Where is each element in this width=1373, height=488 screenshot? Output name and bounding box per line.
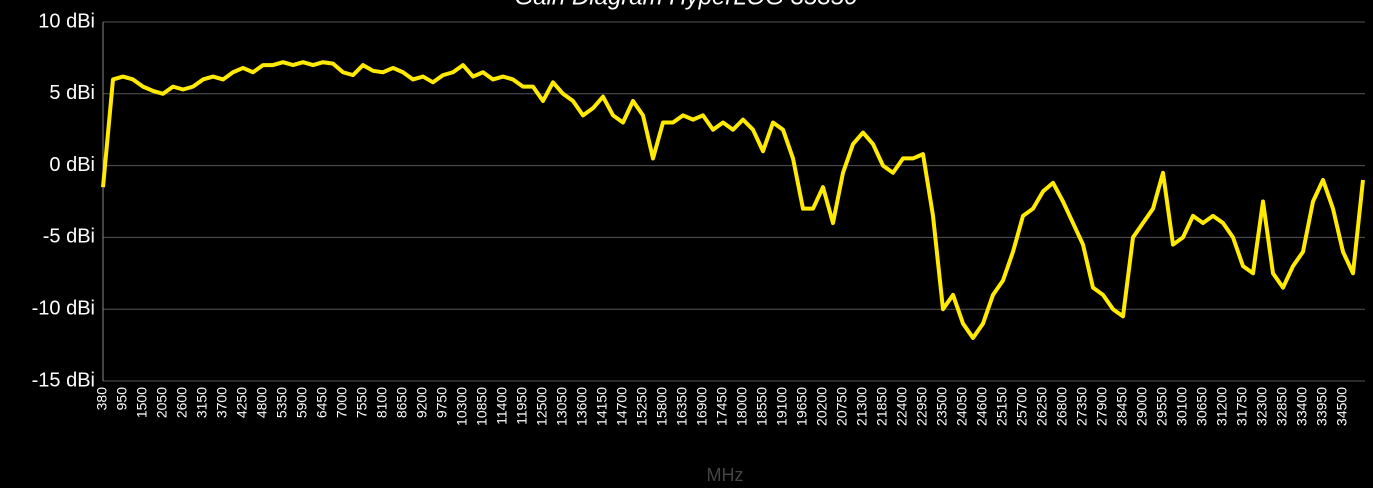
x-tick-label: 2050 — [154, 387, 170, 418]
x-tick-label: 18550 — [754, 387, 770, 426]
chart-title: Gain Diagram HyperLOG 35350 — [515, 0, 858, 10]
x-tick-label: 19100 — [774, 387, 790, 426]
x-tick-label: 11950 — [514, 387, 530, 425]
x-tick-label: 4800 — [254, 387, 270, 418]
x-tick-label: 20200 — [814, 387, 830, 426]
x-tick-label: 2600 — [174, 387, 190, 418]
x-tick-label: 27900 — [1094, 387, 1110, 426]
x-tick-label: 4250 — [234, 387, 250, 418]
x-tick-label: 25150 — [994, 387, 1010, 426]
x-tick-label: 32300 — [1254, 387, 1270, 426]
x-tick-label: 22400 — [894, 387, 910, 426]
x-tick-label: 8100 — [374, 387, 390, 418]
x-tick-label: 33950 — [1314, 387, 1330, 426]
x-tick-label: 7000 — [334, 387, 350, 418]
x-tick-label: 27350 — [1074, 387, 1090, 426]
x-tick-label: 12500 — [534, 387, 550, 426]
x-tick-label: 28450 — [1114, 387, 1130, 426]
y-tick-label: 10 dBi — [38, 10, 95, 32]
x-tick-label: 25700 — [1014, 387, 1030, 426]
x-tick-label: 15250 — [634, 387, 650, 426]
x-tick-label: 16900 — [694, 387, 710, 426]
y-tick-label: 0 dBi — [49, 154, 95, 176]
x-tick-label: 31750 — [1234, 387, 1250, 426]
x-tick-label: 11400 — [494, 387, 510, 425]
x-tick-label: 29000 — [1134, 387, 1150, 426]
x-tick-label: 30100 — [1174, 387, 1190, 426]
y-tick-label: -10 dBi — [32, 297, 95, 319]
x-tick-label: 13050 — [554, 387, 570, 426]
y-tick-label: -15 dBi — [32, 369, 95, 391]
x-tick-label: 20750 — [834, 387, 850, 426]
x-tick-label: 33400 — [1294, 387, 1310, 426]
data-line — [101, 60, 1365, 340]
x-tick-label: 8650 — [394, 387, 410, 418]
x-tick-label: 15800 — [654, 387, 670, 426]
x-tick-label: 5350 — [274, 387, 290, 418]
x-tick-label: 3150 — [194, 387, 210, 418]
x-tick-label: 31200 — [1214, 387, 1230, 426]
x-tick-label: 24050 — [954, 387, 970, 426]
x-tick-label: 6450 — [314, 387, 330, 418]
x-tick-label: 9750 — [434, 387, 450, 418]
x-tick-label: 380 — [94, 387, 110, 411]
x-tick-label: 26250 — [1034, 387, 1050, 426]
x-tick-label: 21850 — [874, 387, 890, 426]
x-tick-label: 3700 — [214, 387, 230, 418]
x-tick-label: 16350 — [674, 387, 690, 426]
x-tick-label: 22950 — [914, 387, 930, 426]
x-tick-label: 9200 — [414, 387, 430, 418]
x-tick-label: 14150 — [594, 387, 610, 426]
x-tick-label: 21300 — [854, 387, 870, 426]
y-tick-label: -5 dBi — [43, 226, 95, 248]
x-tick-label: 1500 — [134, 387, 150, 418]
x-tick-label: 23500 — [934, 387, 950, 426]
x-tick-label: 19650 — [794, 387, 810, 426]
x-axis-label: MHz — [707, 465, 744, 485]
x-tick-label: 10850 — [474, 387, 490, 426]
x-tick-label: 18000 — [734, 387, 750, 426]
x-tick-label: 13600 — [574, 387, 590, 426]
x-tick-label: 29550 — [1154, 387, 1170, 426]
x-tick-label: 17450 — [714, 387, 730, 426]
x-tick-label: 26800 — [1054, 387, 1070, 426]
x-tick-label: 5900 — [294, 387, 310, 418]
x-tick-label: 24600 — [974, 387, 990, 426]
x-tick-label: 30650 — [1194, 387, 1210, 426]
x-tick-label: 10300 — [454, 387, 470, 426]
x-tick-label: 7550 — [354, 387, 370, 418]
x-tick-label: 32850 — [1274, 387, 1290, 426]
x-tick-label: 950 — [114, 387, 130, 411]
x-tick-label: 34500 — [1334, 387, 1350, 426]
y-tick-label: 5 dBi — [49, 82, 95, 104]
x-tick-label: 14700 — [614, 387, 630, 426]
